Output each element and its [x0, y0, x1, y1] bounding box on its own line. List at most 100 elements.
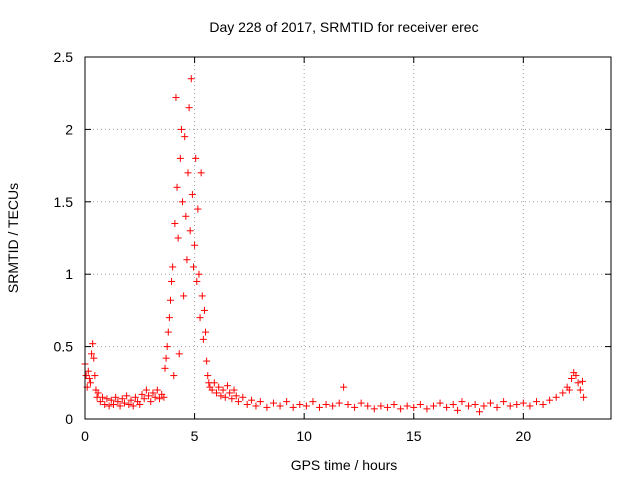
- data-point: [199, 335, 207, 343]
- plot-frame: [84, 56, 612, 420]
- data-point: [322, 401, 330, 409]
- data-point: [465, 402, 473, 410]
- data-point: [579, 377, 587, 385]
- data-point: [188, 191, 196, 199]
- data-point: [289, 403, 297, 411]
- data-point: [177, 125, 185, 133]
- data-point: [182, 212, 190, 220]
- data-point: [476, 408, 483, 416]
- data-point: [208, 386, 216, 394]
- data-point: [383, 403, 391, 411]
- y-tick-label: 1: [65, 266, 73, 282]
- data-point: [181, 133, 189, 141]
- data-point: [572, 372, 580, 380]
- data-point: [163, 343, 171, 351]
- data-point: [532, 398, 540, 406]
- y-tick-labels: 0 0.5 1 1.5 2 2.5: [54, 49, 74, 427]
- data-point: [165, 314, 173, 322]
- data-point: [118, 395, 126, 403]
- data-point: [309, 398, 317, 406]
- y-tick-label: 0.5: [54, 339, 74, 355]
- data-point: [215, 383, 223, 391]
- chart-title: Day 228 of 2017, SRMTID for receiver ere…: [209, 19, 478, 35]
- data-point: [234, 398, 242, 406]
- data-point: [204, 372, 212, 380]
- data-points: [81, 75, 588, 416]
- data-point: [410, 403, 418, 411]
- data-point: [185, 104, 193, 112]
- grid: [85, 57, 611, 419]
- data-point: [189, 263, 197, 271]
- y-axis-label: SRMTID / TECUs: [5, 183, 21, 293]
- data-point: [243, 401, 251, 409]
- data-point: [187, 75, 195, 83]
- data-point: [228, 395, 236, 403]
- data-point: [162, 354, 170, 362]
- data-point: [248, 396, 256, 404]
- y-tick-label: 0: [65, 411, 73, 427]
- data-point: [269, 399, 277, 407]
- data-point: [186, 227, 194, 235]
- data-point: [170, 372, 178, 380]
- data-point: [568, 374, 576, 382]
- data-point: [210, 379, 218, 387]
- data-point: [344, 401, 352, 409]
- data-point: [252, 402, 260, 410]
- data-point: [184, 169, 192, 177]
- data-point: [129, 402, 137, 410]
- data-point: [230, 386, 238, 394]
- data-point: [580, 393, 588, 401]
- data-point: [193, 277, 201, 285]
- data-point: [217, 392, 225, 400]
- data-point: [153, 386, 161, 394]
- data-point: [513, 401, 521, 409]
- data-point: [302, 402, 310, 410]
- x-tick-label: 20: [516, 428, 532, 444]
- data-point: [340, 383, 348, 391]
- data-point: [480, 402, 488, 410]
- data-point: [160, 393, 168, 401]
- data-point: [458, 398, 466, 406]
- data-point: [454, 406, 462, 414]
- data-point: [179, 198, 187, 206]
- data-point: [335, 399, 343, 407]
- data-point: [203, 357, 211, 365]
- data-point: [576, 386, 584, 394]
- data-point: [223, 382, 231, 390]
- data-point: [519, 399, 527, 407]
- data-point: [416, 401, 424, 409]
- data-point: [546, 396, 554, 404]
- data-point: [329, 402, 337, 410]
- data-point: [539, 401, 547, 409]
- x-tick-label: 10: [296, 428, 312, 444]
- data-point: [196, 314, 204, 322]
- data-point: [493, 403, 501, 411]
- data-point: [429, 402, 437, 410]
- data-point: [88, 350, 96, 358]
- data-point: [147, 398, 155, 406]
- data-point: [171, 220, 179, 228]
- data-point: [219, 386, 227, 394]
- data-point: [125, 401, 133, 409]
- data-point: [156, 395, 164, 403]
- data-point: [82, 372, 90, 380]
- data-point: [161, 364, 169, 372]
- data-point: [151, 393, 159, 401]
- data-point: [377, 402, 385, 410]
- data-point: [221, 393, 229, 401]
- data-point: [232, 392, 240, 400]
- data-point: [114, 398, 122, 406]
- data-point: [99, 393, 107, 401]
- data-point: [526, 402, 534, 410]
- data-point: [164, 328, 172, 336]
- data-point: [370, 405, 378, 413]
- data-point: [103, 395, 111, 403]
- data-point: [202, 328, 210, 336]
- data-point: [423, 405, 431, 413]
- data-point: [226, 389, 234, 397]
- x-tick-labels: 0 5 10 15 20: [81, 428, 531, 444]
- data-point: [138, 390, 146, 398]
- data-point: [109, 401, 117, 409]
- data-point: [116, 402, 124, 410]
